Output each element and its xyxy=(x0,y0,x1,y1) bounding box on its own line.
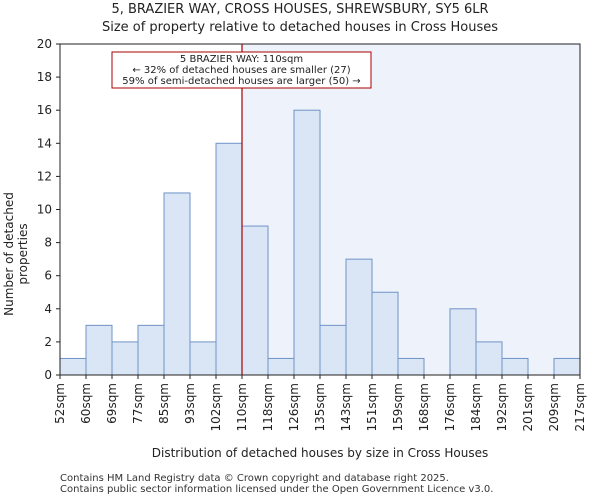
bar xyxy=(111,341,139,376)
y-tick-label: 10 xyxy=(37,203,52,217)
bar xyxy=(137,324,165,376)
x-tick-label: 102sqm xyxy=(209,383,223,431)
highlight-region xyxy=(242,44,580,375)
bar xyxy=(475,341,503,376)
x-tick-label: 110sqm xyxy=(235,383,249,431)
bar xyxy=(189,341,217,376)
y-tick-label: 12 xyxy=(37,169,52,183)
x-tick-label: 52sqm xyxy=(53,383,67,424)
x-tick-label: 118sqm xyxy=(261,383,275,431)
x-tick-label: 168sqm xyxy=(417,383,431,431)
annotation-line: ← 32% of detached houses are smaller (27… xyxy=(132,65,350,76)
x-tick-label: 151sqm xyxy=(365,383,379,431)
bar xyxy=(163,192,191,376)
x-tick-label: 176sqm xyxy=(443,383,457,431)
bar xyxy=(267,357,295,376)
annotation-line: 59% of semi-detached houses are larger (… xyxy=(122,76,360,87)
bar xyxy=(85,324,113,376)
chart-title: 5, BRAZIER WAY, CROSS HOUSES, SHREWSBURY… xyxy=(111,2,489,17)
x-tick-label: 126sqm xyxy=(287,383,301,431)
bar xyxy=(501,357,529,376)
x-tick-label: 209sqm xyxy=(547,383,561,431)
y-tick-label: 18 xyxy=(37,70,52,84)
x-tick-label: 184sqm xyxy=(469,383,483,431)
bar xyxy=(397,357,425,376)
y-tick-label: 8 xyxy=(44,236,52,250)
x-tick-label: 159sqm xyxy=(391,383,405,431)
y-tick-label: 4 xyxy=(44,302,52,316)
x-tick-label: 217sqm xyxy=(573,383,587,431)
bar xyxy=(371,291,399,376)
y-axis-label: Number of detached properties xyxy=(2,192,30,316)
x-tick-label: 60sqm xyxy=(79,383,93,424)
footer-line-1: Contains HM Land Registry data © Crown c… xyxy=(60,473,449,484)
bar xyxy=(319,324,347,376)
y-tick-label: 6 xyxy=(44,269,52,283)
y-tick-label: 20 xyxy=(37,37,52,51)
x-tick-label: 135sqm xyxy=(313,383,327,431)
bar xyxy=(215,142,243,376)
footer-line-2: Contains public sector information licen… xyxy=(60,484,494,495)
bar xyxy=(553,357,581,376)
x-tick-label: 192sqm xyxy=(495,383,509,431)
bar xyxy=(59,357,87,376)
y-tick-label: 0 xyxy=(44,368,52,382)
x-tick-label: 77sqm xyxy=(131,383,145,424)
bar xyxy=(345,258,373,376)
bar xyxy=(241,225,269,376)
y-tick-label: 2 xyxy=(44,335,52,349)
annotation-box xyxy=(111,51,372,89)
y-tick-label: 16 xyxy=(37,103,52,117)
x-tick-label: 143sqm xyxy=(339,383,353,431)
chart-subtitle: Size of property relative to detached ho… xyxy=(101,20,499,35)
x-tick-label: 201sqm xyxy=(521,383,535,431)
annotation-line: 5 BRAZIER WAY: 110sqm xyxy=(180,54,303,65)
bar xyxy=(449,308,477,376)
x-tick-label: 93sqm xyxy=(183,383,197,424)
x-tick-label: 85sqm xyxy=(157,383,171,424)
y-tick-label: 14 xyxy=(37,136,52,150)
x-axis-label: Distribution of detached houses by size … xyxy=(151,446,489,460)
bar xyxy=(293,109,321,376)
x-tick-label: 69sqm xyxy=(105,383,119,424)
